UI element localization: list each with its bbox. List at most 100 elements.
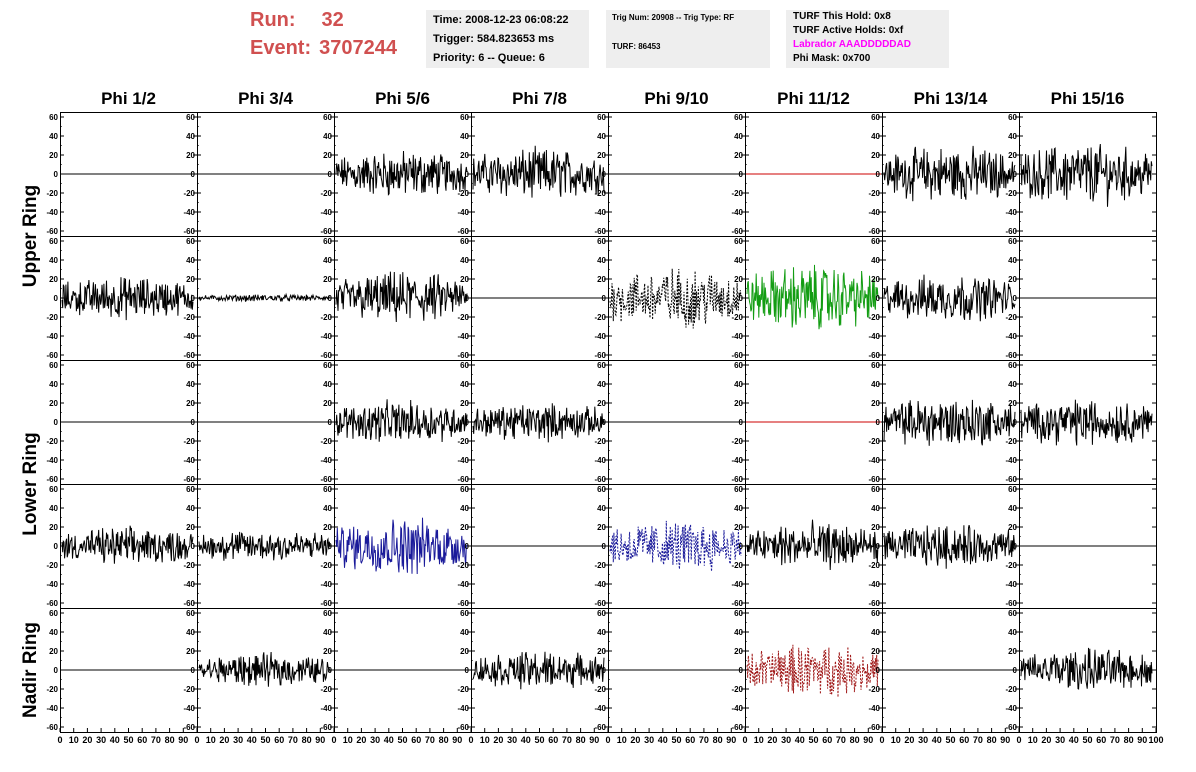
waveform-trace xyxy=(1020,399,1153,446)
x-tick-label: 60 xyxy=(822,735,832,745)
y-tick-label: -20 xyxy=(731,189,743,198)
y-tick-label: -20 xyxy=(594,561,606,570)
y-tick-label: -40 xyxy=(731,456,743,465)
y-tick-label: -60 xyxy=(731,227,743,236)
y-tick-label: 0 xyxy=(602,170,607,179)
y-tick-label: 0 xyxy=(739,170,744,179)
x-tick-label: 20 xyxy=(1041,735,1051,745)
waveform-trace xyxy=(198,292,331,303)
column-header-phi-6: Phi 11/12 xyxy=(777,89,850,108)
y-tick-label: 40 xyxy=(1008,628,1017,637)
turf-active-holds-text: TURF Active Holds: 0xf xyxy=(793,25,904,36)
x-tick-label: 90 xyxy=(452,735,462,745)
y-tick-label: -40 xyxy=(594,456,606,465)
waveform-trace xyxy=(746,644,879,698)
x-tick-label: 70 xyxy=(151,735,161,745)
y-tick-label: 40 xyxy=(323,256,332,265)
y-tick-label: 20 xyxy=(1008,275,1017,284)
x-tick-label: 10 xyxy=(1028,735,1038,745)
x-tick-label: 50 xyxy=(808,735,818,745)
y-tick-label: -20 xyxy=(320,685,332,694)
x-tick-label: 90 xyxy=(1137,735,1147,745)
x-tick-label: 30 xyxy=(1055,735,1065,745)
y-tick-label: 0 xyxy=(465,418,470,427)
column-header-phi-8: Phi 15/16 xyxy=(1051,89,1125,108)
y-tick-label: 40 xyxy=(49,132,58,141)
y-tick-label: 0 xyxy=(54,542,59,551)
y-tick-label: 60 xyxy=(49,361,58,370)
y-tick-label: 40 xyxy=(597,380,606,389)
y-tick-label: -20 xyxy=(46,437,58,446)
y-tick-label: 0 xyxy=(1013,294,1018,303)
y-tick-label: 60 xyxy=(323,237,332,246)
y-tick-label: -60 xyxy=(46,351,58,360)
y-tick-label: 40 xyxy=(186,504,195,513)
y-tick-label: -20 xyxy=(46,313,58,322)
y-tick-label: -40 xyxy=(457,580,469,589)
y-tick-label: -20 xyxy=(868,313,880,322)
panel-frame xyxy=(608,236,746,361)
y-tick-label: 20 xyxy=(871,275,880,284)
run-value: 32 xyxy=(321,9,344,31)
y-tick-label: -20 xyxy=(594,313,606,322)
y-tick-label: 0 xyxy=(1013,418,1018,427)
run-label: Run: xyxy=(250,9,296,31)
y-tick-label: 60 xyxy=(597,113,606,122)
x-tick-label: 100 xyxy=(1148,735,1163,745)
y-tick-label: -20 xyxy=(457,189,469,198)
trig-num-text: Trig Num: 20908 -- Trig Type: RF xyxy=(612,13,735,22)
y-tick-label: -60 xyxy=(868,599,880,608)
y-tick-label: -60 xyxy=(457,475,469,484)
y-tick-label: 40 xyxy=(186,256,195,265)
x-tick-label: 40 xyxy=(521,735,531,745)
y-tick-label: 20 xyxy=(597,523,606,532)
y-tick-label: 20 xyxy=(323,151,332,160)
turf-text: TURF: 86453 xyxy=(612,42,661,51)
y-tick-label: 60 xyxy=(1008,609,1017,618)
y-tick-label: 20 xyxy=(734,275,743,284)
x-tick-label: 40 xyxy=(247,735,257,745)
y-tick-label: -60 xyxy=(457,723,469,732)
y-tick-label: 0 xyxy=(739,418,744,427)
y-tick-label: 40 xyxy=(734,628,743,637)
waveform-trace xyxy=(883,524,1016,569)
x-tick-label: 10 xyxy=(343,735,353,745)
y-tick-label: 40 xyxy=(734,504,743,513)
y-tick-label: -60 xyxy=(320,599,332,608)
y-tick-label: 0 xyxy=(1013,542,1018,551)
y-tick-label: 0 xyxy=(54,170,59,179)
column-header-phi-7: Phi 13/14 xyxy=(914,89,988,108)
x-tick-label: 50 xyxy=(397,735,407,745)
y-tick-label: -60 xyxy=(320,227,332,236)
y-tick-label: -60 xyxy=(46,723,58,732)
y-tick-label: 0 xyxy=(602,294,607,303)
column-header-phi-5: Phi 9/10 xyxy=(644,89,708,108)
x-tick-label: 80 xyxy=(439,735,449,745)
y-tick-label: -60 xyxy=(594,227,606,236)
x-tick-label: 50 xyxy=(534,735,544,745)
y-tick-label: 0 xyxy=(739,666,744,675)
y-tick-label: 60 xyxy=(871,609,880,618)
y-tick-label: -20 xyxy=(594,189,606,198)
y-tick-label: -40 xyxy=(731,208,743,217)
y-tick-label: -40 xyxy=(46,332,58,341)
y-tick-label: -60 xyxy=(594,599,606,608)
priority-text: Priority: 6 -- Queue: 6 xyxy=(433,52,545,64)
y-tick-label: 40 xyxy=(460,628,469,637)
y-tick-label: 0 xyxy=(191,666,196,675)
y-tick-label: 20 xyxy=(460,275,469,284)
y-tick-label: 20 xyxy=(734,399,743,408)
y-tick-label: 40 xyxy=(734,380,743,389)
y-tick-label: 40 xyxy=(871,132,880,141)
x-tick-label: 60 xyxy=(959,735,969,745)
y-tick-label: -60 xyxy=(1005,475,1017,484)
y-tick-label: -40 xyxy=(46,208,58,217)
y-tick-label: 40 xyxy=(186,628,195,637)
y-tick-label: -20 xyxy=(183,561,195,570)
y-tick-label: 20 xyxy=(597,275,606,284)
y-tick-label: -20 xyxy=(320,437,332,446)
run-event-box: Run: 32 Event: 3707244 xyxy=(250,6,420,62)
y-tick-label: -40 xyxy=(46,704,58,713)
y-tick-label: -60 xyxy=(457,227,469,236)
y-tick-label: 60 xyxy=(734,609,743,618)
